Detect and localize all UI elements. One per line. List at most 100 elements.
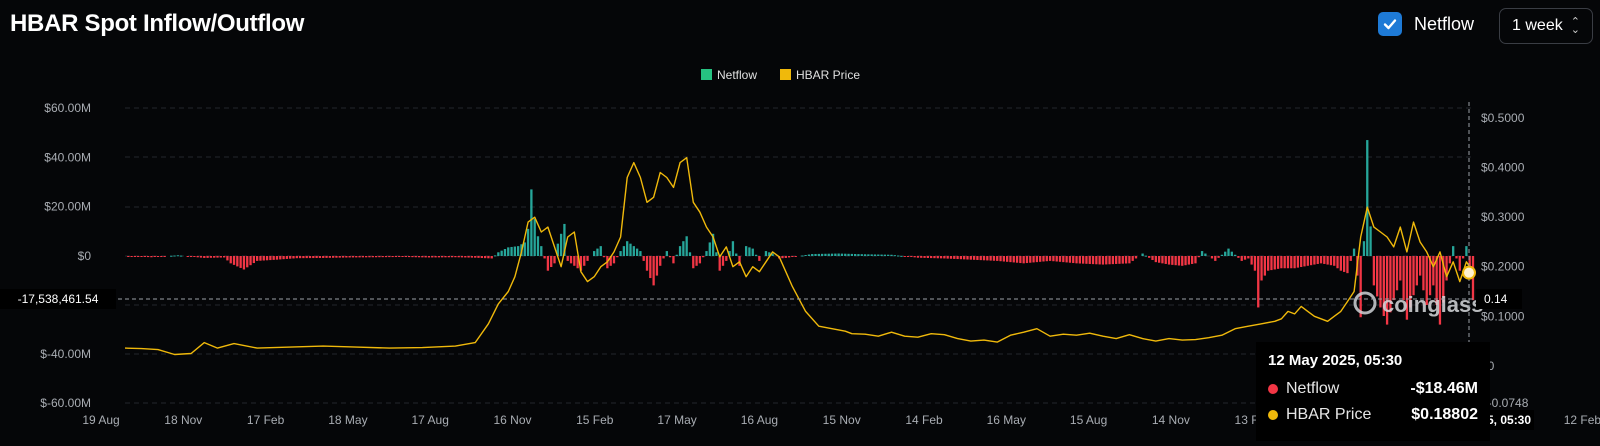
netflow-toggle[interactable]: Netflow bbox=[1378, 12, 1474, 36]
netflow-toggle-label: Netflow bbox=[1414, 13, 1475, 34]
netflow-bar bbox=[308, 256, 312, 259]
netflow-bar bbox=[738, 256, 741, 266]
netflow-bar bbox=[1217, 256, 1220, 258]
netflow-bar bbox=[1442, 256, 1445, 303]
netflow-bar bbox=[1342, 256, 1346, 272]
netflow-bar bbox=[1286, 256, 1290, 269]
netflow-bar bbox=[744, 246, 748, 256]
netflow-bar bbox=[1293, 256, 1296, 269]
netflow-bar bbox=[586, 256, 589, 261]
netflow-bar bbox=[602, 256, 606, 258]
netflow-bar bbox=[553, 256, 556, 264]
netflow-bar bbox=[315, 256, 318, 259]
netflow-bar bbox=[820, 253, 824, 256]
netflow-bar bbox=[1164, 256, 1167, 264]
netflow-bar bbox=[146, 256, 150, 258]
netflow-bar bbox=[1214, 256, 1217, 261]
netflow-bar bbox=[1148, 256, 1151, 258]
netflow-bar bbox=[718, 256, 721, 271]
netflow-bar bbox=[1230, 251, 1233, 256]
netflow-bar bbox=[1124, 256, 1128, 264]
netflow-bar bbox=[873, 254, 877, 256]
netflow-bar bbox=[500, 250, 503, 256]
coinglass-watermark: coinglass bbox=[1353, 291, 1483, 317]
netflow-bar bbox=[903, 256, 906, 257]
netflow-bar bbox=[801, 255, 804, 257]
netflow-bar bbox=[1128, 256, 1131, 264]
netflow-bar bbox=[368, 256, 371, 258]
netflow-bar bbox=[213, 256, 216, 258]
coinglass-logo-icon bbox=[1353, 291, 1377, 315]
netflow-bar bbox=[252, 256, 256, 264]
netflow-bar bbox=[394, 256, 398, 258]
netflow-bar bbox=[963, 256, 966, 260]
netflow-bar bbox=[626, 241, 629, 256]
netflow-bar bbox=[920, 256, 923, 258]
x-tick-label: 18 Nov bbox=[164, 413, 202, 427]
netflow-bar bbox=[1220, 254, 1224, 256]
netflow-bar bbox=[1005, 256, 1009, 262]
netflow-bar bbox=[923, 256, 926, 258]
netflow-bar bbox=[1458, 256, 1461, 271]
netflow-bar bbox=[1402, 256, 1405, 301]
netflow-bar bbox=[662, 256, 665, 259]
netflow-bar bbox=[764, 251, 768, 256]
netflow-bar bbox=[388, 256, 391, 258]
netflow-bar bbox=[695, 256, 698, 266]
netflow-bar bbox=[1134, 256, 1138, 259]
x-tick-label: 17 Feb bbox=[247, 413, 285, 427]
time-range-select[interactable]: 1 week ⌃ ⌄ bbox=[1499, 8, 1593, 44]
netflow-bar bbox=[943, 256, 946, 259]
netflow-bar bbox=[1141, 253, 1144, 256]
netflow-bar bbox=[1052, 256, 1055, 262]
netflow-bar bbox=[735, 253, 738, 256]
x-tick-label: 14 Nov bbox=[1152, 413, 1190, 427]
netflow-bar bbox=[1062, 256, 1065, 263]
y-left-tick-label: $40.00M bbox=[44, 150, 91, 164]
netflow-bar bbox=[678, 246, 682, 256]
netflow-bar bbox=[999, 256, 1002, 262]
netflow-bar bbox=[1409, 256, 1412, 308]
netflow-bar bbox=[877, 254, 880, 256]
netflow-bar bbox=[460, 256, 464, 258]
netflow-bar bbox=[351, 256, 355, 258]
netflow-bar bbox=[642, 256, 645, 261]
netflow-bar bbox=[536, 236, 540, 256]
netflow-bar bbox=[1283, 256, 1286, 269]
netflow-bar bbox=[1187, 256, 1191, 265]
netflow-bar bbox=[682, 241, 685, 256]
netflow-bar bbox=[1009, 256, 1012, 263]
netflow-bar bbox=[1382, 256, 1385, 317]
netflow-bar bbox=[1194, 256, 1197, 264]
netflow-bar bbox=[645, 256, 649, 271]
netflow-bar bbox=[1405, 256, 1409, 320]
netflow-bar bbox=[341, 256, 345, 258]
netflow-bar bbox=[632, 246, 635, 256]
netflow-bar bbox=[619, 251, 622, 256]
netflow-bar bbox=[196, 256, 199, 258]
netflow-bar bbox=[979, 256, 982, 261]
netflow-bar bbox=[1399, 256, 1402, 281]
netflow-bar bbox=[754, 254, 758, 256]
netflow-bar bbox=[936, 256, 939, 259]
netflow-bar bbox=[130, 256, 133, 257]
netflow-bar bbox=[216, 256, 219, 258]
netflow-bar bbox=[371, 256, 374, 258]
netflow-bar bbox=[1339, 256, 1342, 271]
crosshair: -17,538,461.54 0.14y 2025, 05:30 bbox=[0, 102, 1534, 430]
netflow-bar bbox=[480, 256, 483, 259]
netflow-bar bbox=[1346, 256, 1349, 274]
netflow-bar bbox=[569, 256, 573, 264]
netflow-bar bbox=[361, 256, 365, 258]
y-left-tick-label: $-60.00M bbox=[40, 396, 91, 410]
tooltip-netflow-label: Netflow bbox=[1286, 380, 1340, 397]
netflow-checkbox[interactable] bbox=[1378, 12, 1402, 36]
netflow-bar bbox=[1181, 256, 1184, 266]
netflow-bar bbox=[236, 256, 239, 267]
netflow-bar bbox=[1108, 256, 1111, 265]
crosshair-right-label: 0.14 bbox=[1484, 292, 1508, 306]
netflow-bar bbox=[758, 256, 761, 261]
netflow-bar bbox=[1247, 256, 1250, 259]
netflow-bar bbox=[900, 255, 903, 257]
